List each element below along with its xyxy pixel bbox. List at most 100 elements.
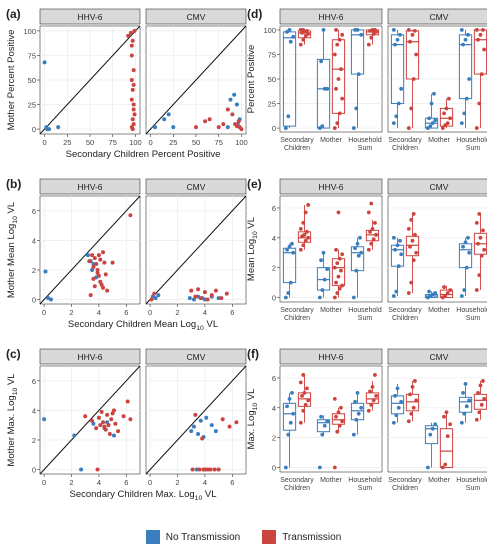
box-point: [369, 35, 374, 40]
data-point: [128, 30, 133, 35]
x-axis-title: Secondary Children Percent Positive: [66, 149, 221, 160]
box-point: [340, 419, 345, 424]
box-point: [337, 111, 342, 116]
y-tick-label: 0: [32, 296, 36, 305]
y-tick-label: 25: [28, 101, 36, 110]
panel-label: (b): [6, 177, 21, 191]
data-point: [203, 119, 208, 124]
data-point: [98, 257, 103, 262]
y-axis-title: Mother Mean Log10 VL: [6, 202, 19, 298]
box: [458, 396, 473, 413]
box-point: [335, 291, 340, 295]
x-category-label: Sum: [466, 485, 481, 492]
box-point: [461, 390, 465, 395]
box-point: [287, 28, 292, 32]
data-point: [228, 97, 233, 102]
facet-cmv: CMV 0 25 50 75 100: [145, 8, 248, 147]
x-category-label: Household: [456, 307, 487, 314]
box-point: [305, 229, 309, 234]
box-point: [433, 118, 438, 123]
x-tick-label: 2: [69, 308, 73, 317]
box-point: [474, 28, 479, 32]
box-point: [396, 101, 401, 106]
facet-strip: [39, 348, 141, 365]
data-point: [230, 112, 235, 117]
y-tick-label: 75: [28, 51, 36, 60]
box-point: [482, 47, 487, 52]
box-point: [482, 396, 487, 401]
box-point: [332, 465, 337, 470]
data-point: [132, 112, 137, 117]
data-point: [209, 293, 214, 298]
box-point: [332, 396, 337, 401]
data-point: [190, 467, 195, 472]
box-point: [482, 247, 487, 252]
x-tick-label: 100: [129, 138, 142, 147]
facet-strip-label: CMV: [430, 12, 449, 22]
box-point: [351, 432, 356, 437]
x-tick-label: 0: [148, 308, 152, 317]
y-tick-label: 4: [272, 404, 276, 413]
box-point: [287, 244, 292, 249]
data-point: [91, 276, 96, 281]
box-point: [298, 380, 303, 385]
data-point: [96, 253, 101, 258]
box-point: [411, 212, 416, 216]
box-point: [406, 226, 411, 231]
box-point: [337, 37, 342, 42]
x-axis-title: Secondary Children Max. Log10 VL: [69, 489, 216, 502]
box-point: [464, 265, 469, 270]
facet-strip-label: HHV-6: [318, 182, 343, 192]
box-point: [305, 29, 309, 33]
box-point: [442, 111, 446, 116]
box-point: [459, 420, 464, 425]
data-point: [105, 288, 110, 293]
box-point: [366, 42, 371, 47]
box-point: [396, 405, 401, 410]
box-point: [440, 126, 445, 130]
x-category-label: Secondary: [280, 477, 314, 484]
facet-strip-label: CMV: [187, 12, 206, 22]
box-point: [394, 413, 399, 418]
box-point: [477, 212, 482, 216]
data-point: [209, 423, 214, 428]
box-point: [462, 411, 467, 416]
data-point: [131, 68, 136, 73]
data-point: [130, 38, 135, 43]
box-point: [359, 32, 364, 37]
x-category-label: Mother: [428, 137, 450, 144]
y-tick-label: 4: [272, 234, 276, 243]
data-point: [111, 433, 116, 438]
box-point: [477, 101, 482, 106]
data-point: [109, 417, 114, 422]
data-point: [132, 28, 137, 33]
x-axis-title: Secondary Children Mean Log10 VL: [68, 319, 218, 332]
box-point: [353, 246, 357, 251]
box-point: [466, 32, 470, 37]
box-point: [463, 37, 468, 42]
box-point: [325, 267, 330, 272]
data-point: [105, 412, 110, 417]
box-point: [332, 126, 337, 130]
facet-strip-label: HHV-6: [77, 352, 102, 362]
box-point: [366, 247, 371, 252]
data-point: [193, 294, 198, 299]
box: [297, 231, 312, 243]
x-category-label: Mother: [320, 137, 342, 144]
box-point: [479, 253, 484, 258]
y-axis-title: Max. Log10 VL: [246, 389, 259, 450]
box-point: [411, 405, 416, 410]
data-point: [43, 269, 48, 274]
facet-hhv-6: HHV-6 0 25 50 75 100 0 25 50 75 100: [23, 8, 142, 147]
y-tick-label: 2: [32, 436, 36, 445]
x-category-label: Household: [456, 137, 487, 144]
box: [282, 402, 297, 431]
x-category-label: Sum: [358, 485, 373, 492]
identity-line: [39, 25, 141, 135]
box-point: [444, 106, 449, 111]
box-point: [288, 280, 293, 285]
data-point: [91, 265, 96, 270]
